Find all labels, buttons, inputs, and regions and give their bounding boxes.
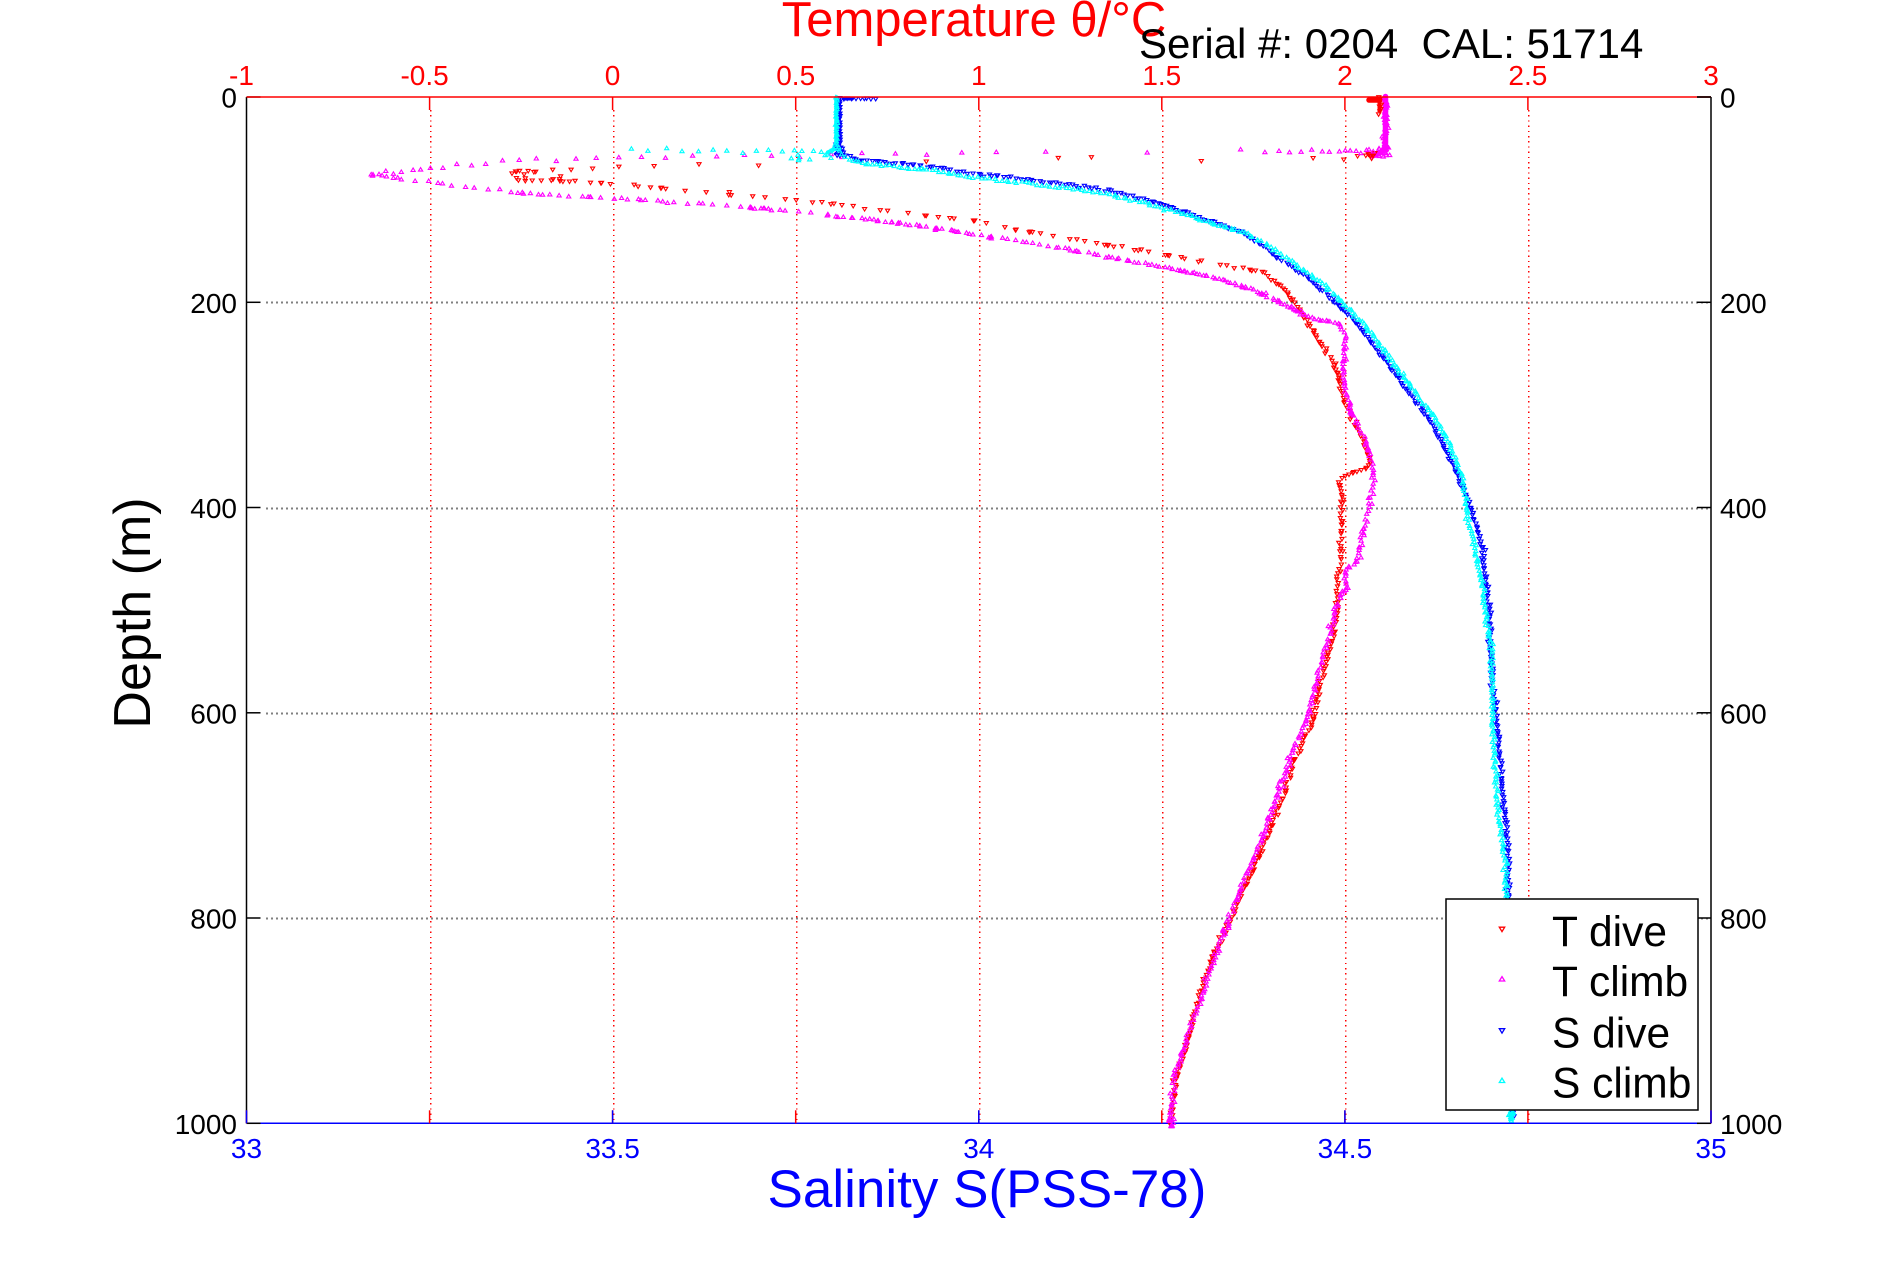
svg-text:800: 800 (190, 904, 237, 935)
svg-text:2.5: 2.5 (1508, 60, 1547, 91)
svg-text:400: 400 (190, 493, 237, 524)
svg-text:1000: 1000 (175, 1109, 237, 1140)
svg-text:1: 1 (971, 60, 987, 91)
svg-text:Salinity S(PSS-78): Salinity S(PSS-78) (768, 1160, 1207, 1219)
svg-text:0: 0 (605, 60, 621, 91)
svg-text:T dive: T dive (1552, 909, 1667, 956)
svg-text:200: 200 (1720, 288, 1767, 319)
svg-text:200: 200 (190, 288, 237, 319)
svg-text:1000: 1000 (1720, 1109, 1782, 1140)
svg-text:600: 600 (1720, 698, 1767, 729)
svg-text:0: 0 (1720, 83, 1736, 114)
svg-text:-0.5: -0.5 (400, 60, 448, 91)
svg-text:33.5: 33.5 (585, 1133, 640, 1164)
svg-text:-1: -1 (229, 60, 254, 91)
svg-text:T climb: T climb (1552, 959, 1688, 1006)
svg-text:600: 600 (190, 698, 237, 729)
svg-text:400: 400 (1720, 493, 1767, 524)
svg-text:2: 2 (1337, 60, 1353, 91)
svg-text:800: 800 (1720, 904, 1767, 935)
svg-text:S dive: S dive (1552, 1011, 1670, 1058)
svg-text:3: 3 (1703, 60, 1719, 91)
svg-text:0: 0 (221, 83, 237, 114)
svg-text:35: 35 (1695, 1133, 1726, 1164)
svg-text:Serial #: 0204 CAL: 51714: Serial #: 0204 CAL: 51714 (1139, 20, 1643, 67)
svg-text:Temperature θ/°C: Temperature θ/°C (782, 0, 1167, 47)
svg-text:0.5: 0.5 (776, 60, 815, 91)
svg-text:33: 33 (231, 1133, 262, 1164)
svg-text:Depth (m): Depth (m) (104, 497, 162, 728)
svg-text:1.5: 1.5 (1142, 60, 1181, 91)
svg-text:34: 34 (963, 1133, 994, 1164)
svg-text:34.5: 34.5 (1318, 1133, 1373, 1164)
svg-text:S climb: S climb (1552, 1061, 1691, 1108)
